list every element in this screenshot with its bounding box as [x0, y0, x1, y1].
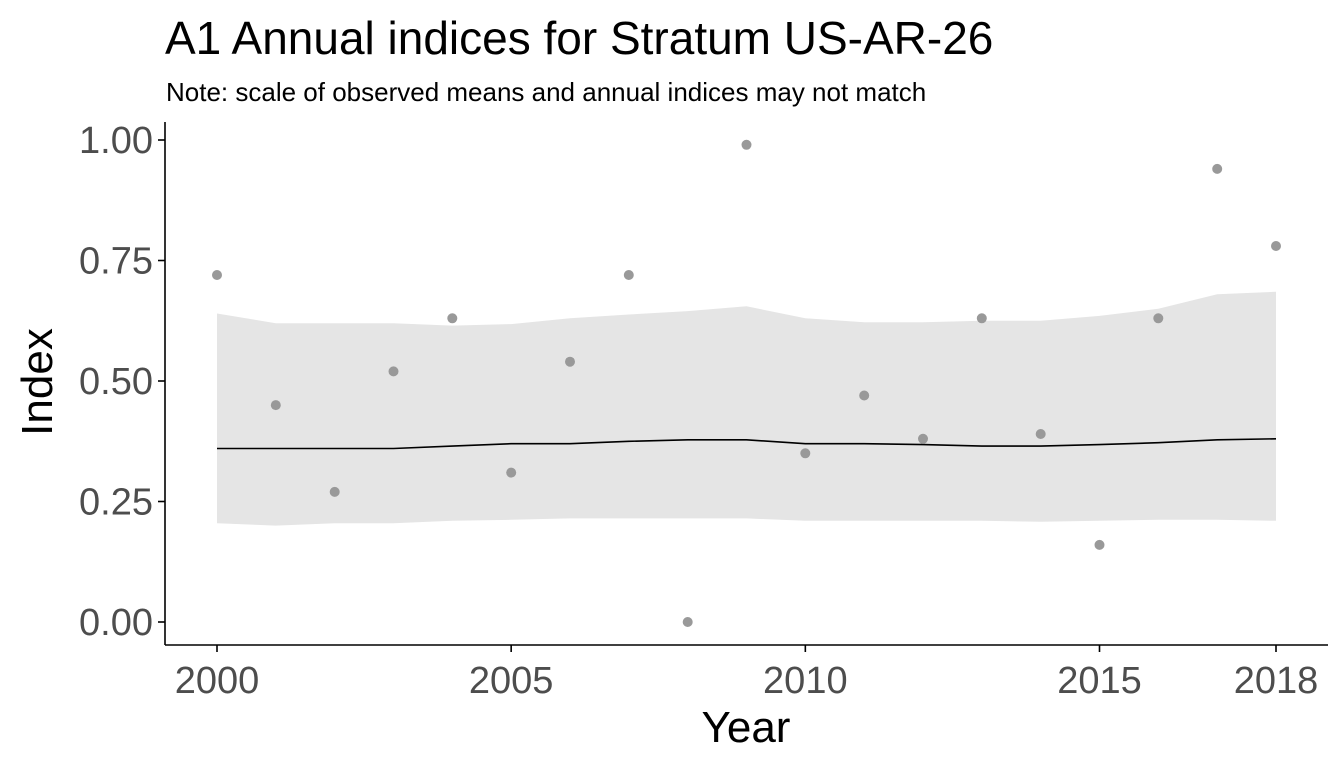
y-tick-label: 0.75 — [79, 241, 153, 283]
chart-subtitle: Note: scale of observed means and annual… — [166, 77, 926, 107]
data-point — [623, 270, 634, 280]
data-point — [388, 366, 399, 377]
data-point — [741, 139, 752, 150]
data-point — [506, 467, 517, 478]
data-point — [1094, 539, 1105, 550]
data-point — [565, 356, 575, 367]
x-tick-label: 2005 — [469, 660, 554, 702]
y-tick-label: 0.50 — [79, 361, 153, 403]
x-tick-label: 2000 — [175, 660, 260, 702]
x-tick-label: 2015 — [1057, 660, 1142, 702]
y-tick-label: 0.25 — [79, 482, 153, 524]
data-point — [329, 486, 340, 497]
data-point — [1271, 241, 1281, 251]
y-tick-label: 0.00 — [79, 602, 153, 644]
x-tick-label: 2018 — [1234, 660, 1319, 702]
data-point — [212, 270, 222, 280]
data-point — [682, 617, 693, 627]
y-tick-label: 1.00 — [79, 120, 153, 162]
plot-area — [212, 139, 1281, 627]
data-point — [1035, 429, 1046, 439]
chart-title: A1 Annual indices for Stratum US-AR-26 — [165, 12, 993, 64]
x-tick-label: 2010 — [763, 660, 848, 702]
y-axis-ticks: 0.00 0.25 0.50 0.75 1.00 — [79, 120, 165, 644]
data-point — [1153, 313, 1164, 324]
x-axis-ticks: 2000 2005 2010 2015 2018 — [175, 645, 1319, 702]
x-axis-title: Year — [702, 703, 791, 752]
observed-means-points — [212, 139, 1281, 627]
data-point — [859, 390, 870, 401]
data-point — [976, 313, 987, 324]
data-point — [447, 313, 458, 324]
confidence-ribbon — [217, 291, 1276, 526]
y-axis-title: Index — [13, 328, 62, 436]
data-point — [800, 448, 811, 459]
data-point — [270, 400, 281, 411]
annual-index-line — [217, 438, 1277, 450]
data-point — [1212, 163, 1223, 174]
data-point — [918, 433, 928, 444]
